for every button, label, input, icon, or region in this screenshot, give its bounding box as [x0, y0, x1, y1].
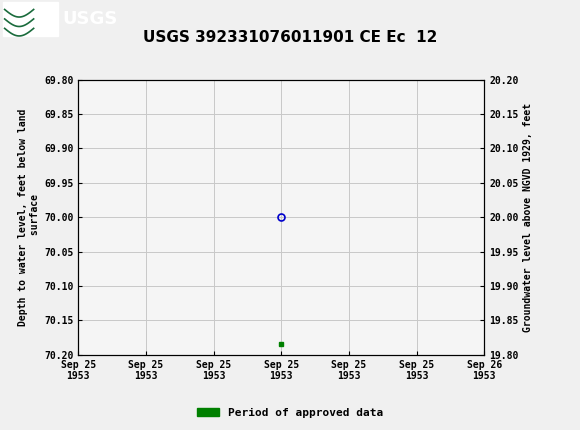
Text: USGS: USGS: [63, 10, 118, 28]
FancyBboxPatch shape: [3, 2, 58, 36]
Legend: Period of approved data: Period of approved data: [193, 403, 387, 422]
Y-axis label: Groundwater level above NGVD 1929, feet: Groundwater level above NGVD 1929, feet: [523, 103, 532, 332]
Text: USGS 392331076011901 CE Ec  12: USGS 392331076011901 CE Ec 12: [143, 30, 437, 45]
Y-axis label: Depth to water level, feet below land
 surface: Depth to water level, feet below land su…: [19, 108, 40, 326]
